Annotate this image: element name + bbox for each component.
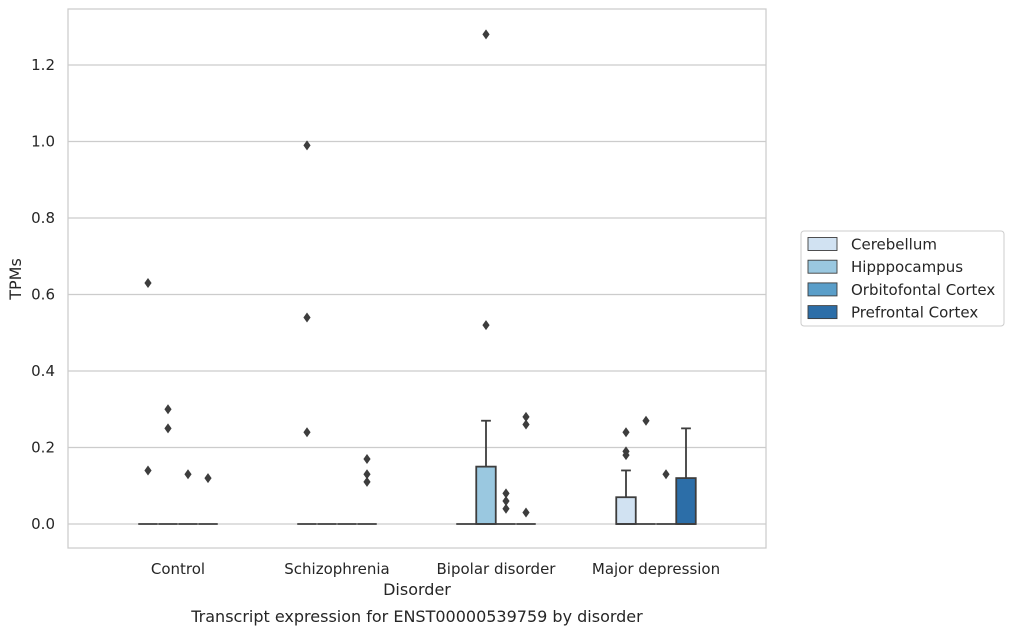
- legend: Cerebellum Hipppocampus Orbitofontal Corte…: [800, 230, 1005, 327]
- x-axis-ticks: Control Schizophrenia Bipolar disorder Majo…: [151, 560, 720, 578]
- y-tick-label: 0.2: [31, 439, 55, 457]
- legend-label: Hipppocampus: [851, 258, 963, 276]
- outlier-point: [303, 312, 311, 323]
- box-cerebellum: [615, 469, 637, 525]
- legend-label: Cerebellum: [851, 236, 937, 254]
- plot-frame: [67, 8, 767, 549]
- legend-swatch: [807, 305, 838, 320]
- x-tick-label: Schizophrenia: [284, 560, 389, 578]
- y-axis-label: TPMs: [6, 258, 25, 301]
- outlier-point: [502, 503, 510, 514]
- outlier-markers: [144, 29, 670, 518]
- x-tick-label: Major depression: [592, 560, 720, 578]
- outlier-point: [642, 415, 650, 426]
- outlier-point: [144, 465, 152, 476]
- outlier-point: [184, 469, 192, 480]
- legend-swatch: [807, 282, 838, 297]
- outlier-point: [363, 453, 371, 464]
- outlier-point: [482, 29, 490, 40]
- y-axis-ticks: 0.0 0.2 0.4 0.6 0.8 1.0 1.2: [31, 56, 55, 533]
- x-tick-label: Bipolar disorder: [437, 560, 557, 578]
- box-body: [615, 496, 637, 525]
- outlier-point: [303, 140, 311, 151]
- y-tick-label: 0.6: [31, 286, 55, 304]
- outlier-point: [363, 469, 371, 480]
- outlier-point: [482, 320, 490, 331]
- legend-label: Prefrontal Cortex: [851, 304, 978, 322]
- chart-caption: Transcript expression for ENST0000053975…: [190, 607, 643, 626]
- outlier-point: [164, 404, 172, 415]
- outlier-point: [363, 476, 371, 487]
- box-prefrontal-cortex: [675, 427, 697, 525]
- outlier-point: [522, 411, 530, 422]
- box-hipppocampus: [475, 419, 497, 525]
- box-body: [475, 465, 497, 525]
- outlier-point: [622, 427, 630, 438]
- x-tick-label: Control: [151, 560, 205, 578]
- x-axis-label: Disorder: [383, 580, 451, 599]
- outlier-point: [204, 473, 212, 484]
- outlier-point: [622, 450, 630, 461]
- legend-frame: [800, 230, 1005, 327]
- legend-swatch: [807, 259, 838, 274]
- legend-swatch: [807, 237, 838, 251]
- outlier-point: [144, 278, 152, 289]
- y-tick-label: 1.0: [31, 133, 55, 151]
- outlier-point: [303, 427, 311, 438]
- y-tick-label: 0.4: [31, 362, 55, 380]
- outlier-point: [662, 469, 670, 480]
- legend-label: Orbitofontal Cortex: [851, 281, 995, 299]
- outlier-point: [164, 423, 172, 434]
- outlier-point: [502, 496, 510, 507]
- outlier-point: [502, 488, 510, 499]
- box-body: [675, 477, 697, 525]
- y-tick-label: 1.2: [31, 56, 55, 74]
- gridlines: [68, 64, 766, 525]
- y-tick-label: 0.0: [31, 515, 55, 533]
- outlier-point: [522, 507, 530, 518]
- box-series: [138, 419, 697, 525]
- outlier-point: [522, 419, 530, 430]
- y-tick-label: 0.8: [31, 209, 55, 227]
